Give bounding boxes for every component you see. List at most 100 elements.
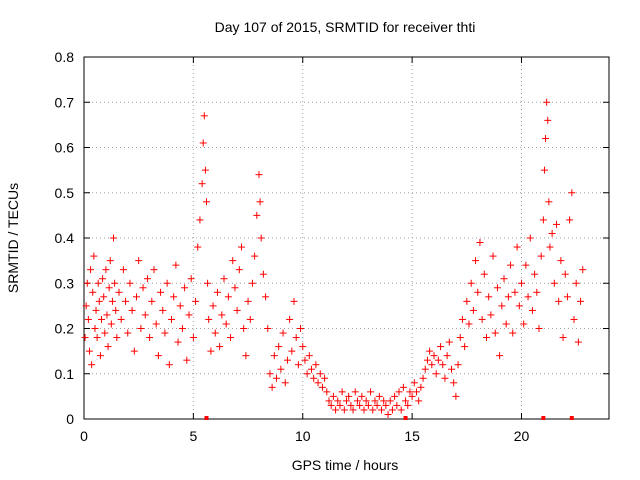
data-point <box>128 306 136 314</box>
data-point <box>105 284 113 292</box>
data-point <box>325 397 333 405</box>
baseline-marker <box>403 416 408 420</box>
data-point <box>452 392 460 400</box>
data-point <box>397 406 405 414</box>
y-axis-label: SRMTID / TECUs <box>5 183 21 293</box>
data-point <box>88 361 96 369</box>
data-point <box>423 356 431 364</box>
data-point <box>474 288 482 296</box>
data-point <box>143 275 151 283</box>
data-point <box>439 361 447 369</box>
data-point <box>393 401 401 409</box>
data-point <box>467 279 475 287</box>
data-point <box>430 352 438 360</box>
data-point <box>288 347 296 355</box>
data-point <box>292 334 300 342</box>
data-point <box>124 329 132 337</box>
data-point <box>82 302 90 310</box>
data-point <box>404 401 412 409</box>
data-point <box>535 325 543 332</box>
data-point <box>413 388 420 396</box>
data-point <box>493 284 501 292</box>
data-point <box>196 216 204 224</box>
data-point <box>437 343 445 351</box>
data-point <box>463 297 471 305</box>
data-point <box>329 392 337 400</box>
data-point <box>112 306 120 314</box>
data-point <box>294 361 302 369</box>
data-point <box>375 392 383 400</box>
data-point <box>218 311 226 319</box>
data-point <box>500 275 508 283</box>
x-tick-label: 10 <box>295 428 311 444</box>
data-point <box>139 284 147 292</box>
data-point <box>338 388 346 396</box>
data-point <box>135 257 143 265</box>
data-point <box>563 293 571 301</box>
data-point <box>321 374 329 382</box>
data-point <box>90 252 98 260</box>
data-point <box>126 279 134 287</box>
data-point <box>386 397 394 405</box>
data-point <box>85 347 93 355</box>
data-point <box>539 216 547 224</box>
data-point <box>122 297 130 305</box>
data-point <box>303 370 311 378</box>
y-tick-label: 0.6 <box>55 140 75 156</box>
y-tick-label: 0.4 <box>55 230 75 246</box>
data-point <box>458 315 466 323</box>
data-point <box>543 98 551 106</box>
data-point <box>185 311 193 319</box>
data-point <box>378 406 385 414</box>
data-point <box>461 343 469 351</box>
data-point <box>526 234 534 242</box>
data-point <box>402 397 410 405</box>
baseline-marker <box>541 416 546 420</box>
data-point <box>91 325 99 332</box>
data-point <box>111 279 119 287</box>
data-point <box>98 315 105 323</box>
data-point <box>487 311 495 319</box>
data-point <box>299 343 307 351</box>
axis-ticks: 0 0.1 0.2 0.3 0.4 0.5 0.6 0.7 0.8 0 5 10 15 20 <box>55 49 609 444</box>
x-axis-label: GPS time / hours <box>292 457 399 473</box>
data-point <box>119 266 127 274</box>
data-point <box>555 297 563 305</box>
data-point <box>349 406 357 414</box>
data-point <box>204 279 212 287</box>
data-point <box>283 356 291 364</box>
data-point <box>130 347 138 355</box>
data-point <box>106 257 114 265</box>
data-point <box>87 266 95 274</box>
y-tick-label: 0.1 <box>55 366 75 382</box>
data-point <box>220 275 228 283</box>
data-point <box>199 139 207 147</box>
data-point <box>318 383 326 391</box>
data-point <box>207 347 215 355</box>
data-point <box>222 320 230 328</box>
baseline-markers <box>204 416 574 420</box>
data-point <box>89 288 97 296</box>
data-point <box>426 347 434 355</box>
chart-title: Day 107 of 2015, SRMTID for receiver tht… <box>215 19 476 35</box>
data-point <box>557 257 565 265</box>
data-point <box>358 392 366 400</box>
data-point <box>312 361 320 369</box>
data-point <box>542 134 550 142</box>
data-point <box>133 293 140 301</box>
data-point <box>533 288 541 296</box>
data-point <box>290 297 298 305</box>
data-point <box>104 343 112 351</box>
data-point <box>522 261 530 269</box>
data-point <box>537 252 545 260</box>
x-tick-label: 5 <box>189 428 197 444</box>
data-point <box>107 320 115 328</box>
data-point <box>450 379 458 387</box>
data-point <box>380 397 388 405</box>
data-point <box>391 392 399 400</box>
data-point <box>148 297 156 305</box>
data-point <box>574 338 582 346</box>
data-point <box>509 329 517 337</box>
data-point <box>178 325 186 332</box>
data-point <box>203 198 210 206</box>
